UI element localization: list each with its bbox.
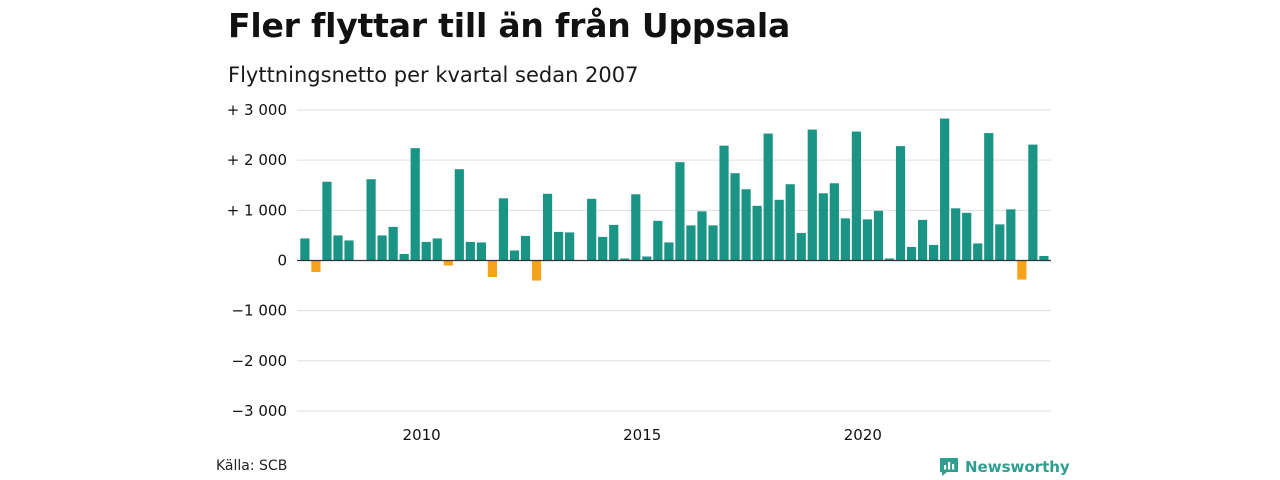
- bar: [686, 225, 696, 261]
- bar: [465, 241, 475, 261]
- bar: [388, 226, 398, 261]
- bar: [895, 146, 906, 261]
- bar: [520, 235, 531, 261]
- y-axis-labels: + 3 000 + 2 000 + 1 000 0 −1 000 −2 000 −3 000: [227, 101, 287, 420]
- x-tick-label: 2015: [623, 426, 661, 444]
- bar: [785, 184, 795, 261]
- bar: [995, 224, 1005, 261]
- newsworthy-logo-icon: [940, 458, 958, 476]
- bar: [542, 193, 553, 261]
- bar: [587, 198, 597, 261]
- chart-title: Fler flyttar till än från Uppsala: [228, 6, 791, 45]
- bar: [399, 253, 409, 261]
- bar: [531, 260, 542, 281]
- bar: [1028, 144, 1038, 261]
- bar: [598, 236, 608, 261]
- bar: [929, 244, 939, 261]
- bar: [984, 133, 994, 261]
- bar: [906, 246, 917, 261]
- bar: [940, 118, 950, 261]
- bar: [774, 199, 784, 261]
- bar: [443, 260, 453, 266]
- x-tick-label: 2020: [844, 426, 882, 444]
- y-tick-label: −1 000: [231, 302, 287, 320]
- bar: [752, 205, 762, 261]
- bar: [796, 232, 806, 261]
- y-tick-label: + 2 000: [227, 151, 287, 169]
- bar: [344, 240, 354, 261]
- bar: [873, 210, 884, 261]
- bar: [509, 250, 520, 261]
- bar: [620, 258, 630, 261]
- bar: [962, 212, 972, 261]
- bar: [741, 189, 751, 261]
- bar: [1017, 260, 1027, 280]
- y-tick-label: −2 000: [231, 352, 287, 370]
- bar: [1006, 209, 1016, 261]
- bar: [476, 242, 486, 261]
- bar: [1039, 255, 1049, 261]
- bar: [664, 242, 674, 261]
- bar: [322, 181, 332, 261]
- bar: [917, 219, 928, 261]
- bar: [719, 145, 729, 261]
- bar: [553, 231, 564, 261]
- chart-subtitle: Flyttningsnetto per kvartal sedan 2007: [228, 63, 639, 87]
- bars: [300, 118, 1049, 281]
- bar: [973, 243, 983, 261]
- bar: [807, 129, 817, 261]
- bar: [851, 131, 861, 261]
- bar: [840, 218, 850, 261]
- bar: [862, 219, 873, 261]
- brand-name: Newsworthy: [965, 458, 1070, 476]
- y-tick-label: 0: [277, 252, 287, 270]
- bar: [366, 179, 376, 261]
- bar: [642, 256, 652, 261]
- bar-chart: + 3 000 + 2 000 + 1 000 0 −1 000 −2 000 −3 000…: [227, 101, 1051, 444]
- bar: [697, 211, 707, 261]
- bar: [675, 162, 685, 261]
- bar: [487, 260, 498, 278]
- bar: [730, 173, 740, 261]
- bar: [421, 241, 431, 261]
- bar: [498, 198, 509, 261]
- bar: [609, 224, 619, 261]
- bar: [432, 238, 442, 261]
- bar: [311, 260, 321, 273]
- y-tick-label: −3 000: [231, 402, 287, 420]
- bar: [818, 193, 828, 261]
- brand-logo[interactable]: Newsworthy: [938, 456, 1070, 478]
- bar: [884, 258, 895, 261]
- x-tick-label: 2010: [403, 426, 441, 444]
- bar: [763, 133, 773, 261]
- bar: [951, 208, 961, 261]
- bar: [708, 225, 718, 261]
- bar: [454, 169, 464, 261]
- bar: [300, 238, 310, 261]
- bar: [333, 235, 343, 261]
- y-tick-label: + 1 000: [227, 201, 287, 219]
- bar: [377, 235, 387, 261]
- y-tick-label: + 3 000: [227, 101, 287, 119]
- source-note: Källa: SCB: [216, 458, 288, 474]
- bar: [631, 194, 641, 261]
- bar: [653, 220, 663, 261]
- bar: [829, 183, 839, 261]
- bar: [565, 232, 575, 261]
- bar: [410, 148, 420, 261]
- x-axis-labels: 2010 2015 2020: [403, 426, 882, 444]
